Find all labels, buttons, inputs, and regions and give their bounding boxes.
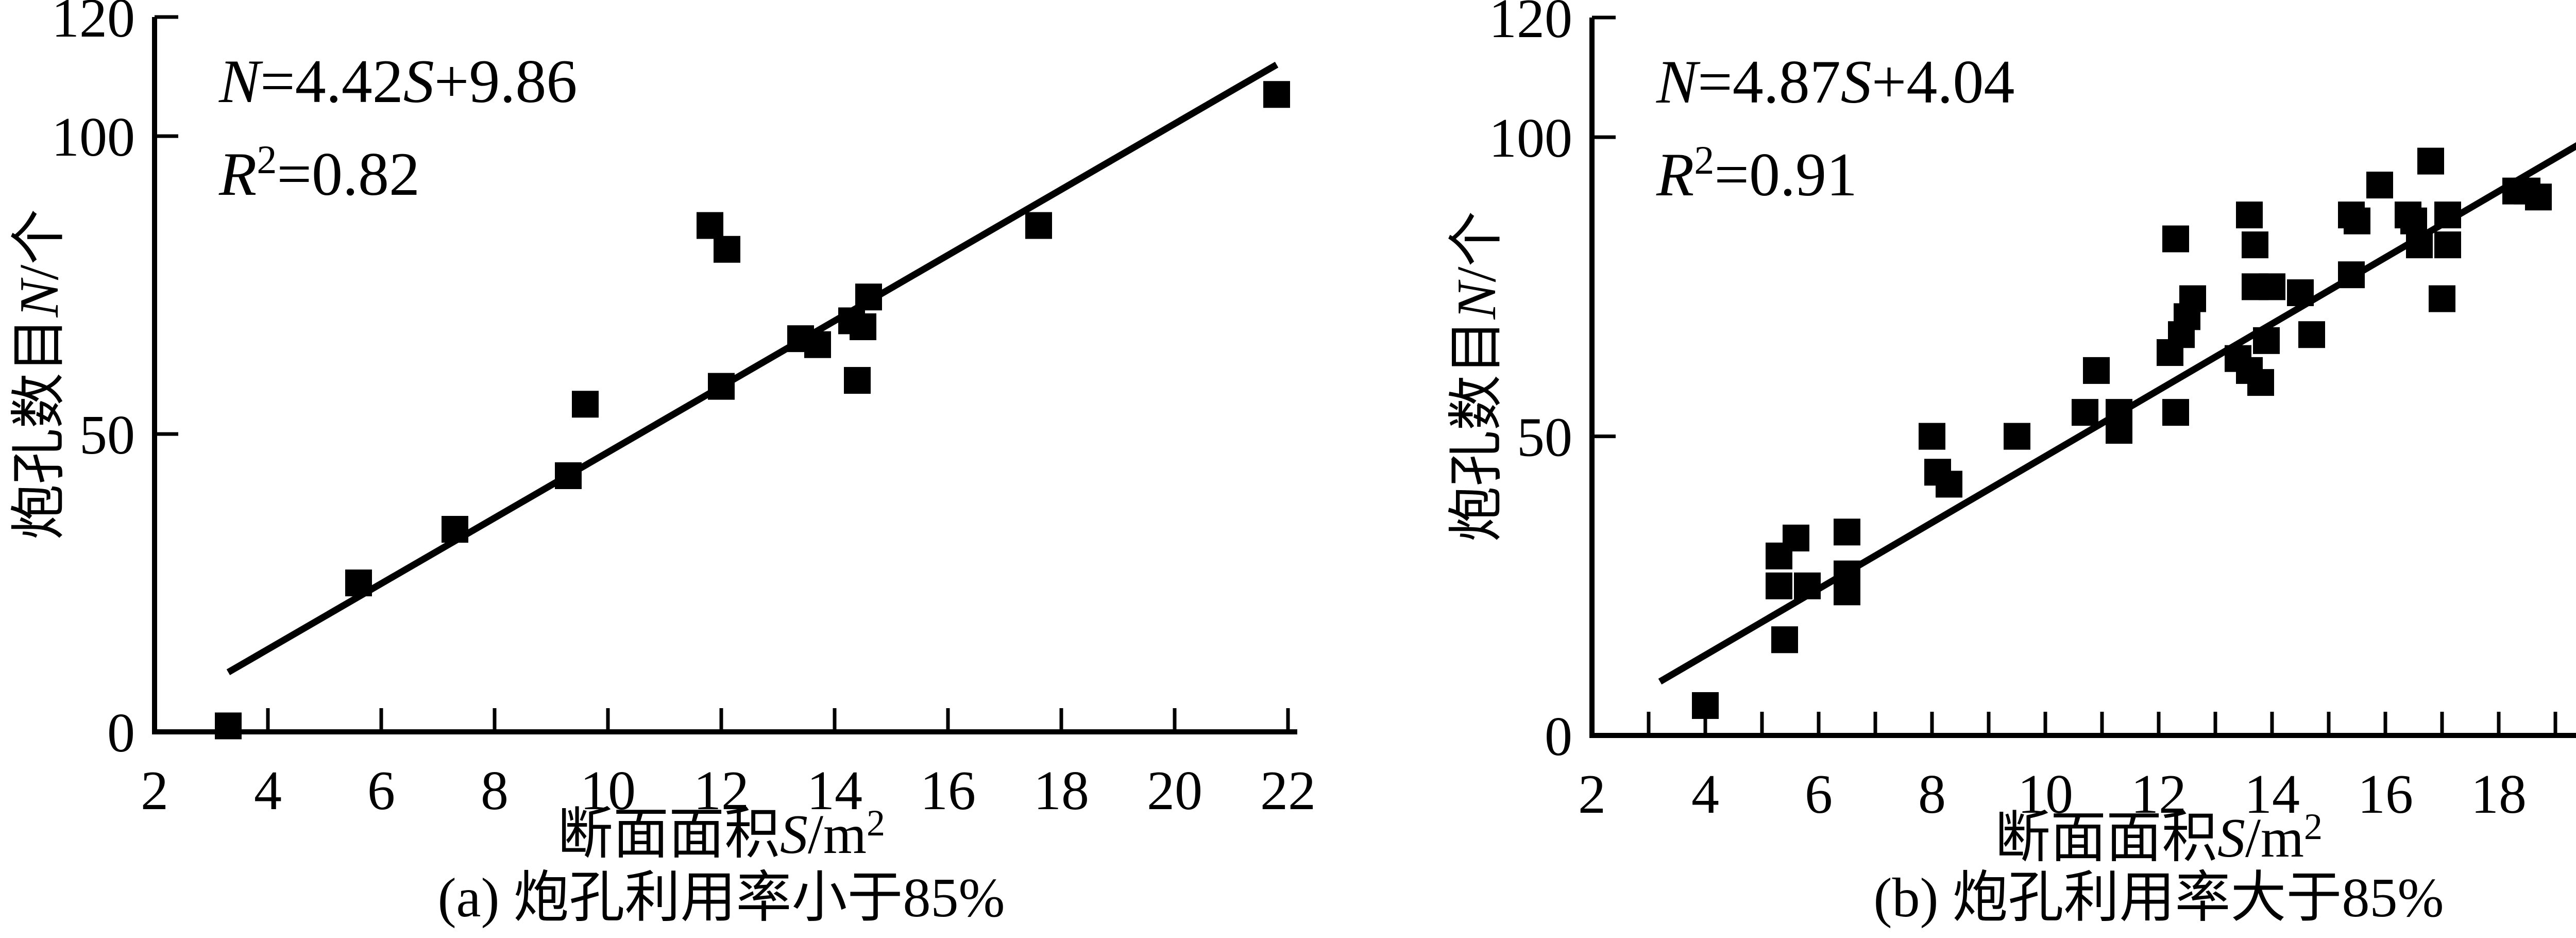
data-point: [1936, 471, 1962, 498]
equation-label: N=4.87S+4.04: [1656, 47, 2014, 116]
data-point: [844, 367, 871, 394]
equation-label: N=4.42S+9.86: [218, 47, 577, 115]
data-point: [2253, 327, 2280, 354]
data-point: [2247, 369, 2274, 396]
x-tick-label: 20: [1147, 760, 1202, 822]
data-point: [2162, 225, 2189, 253]
y-tick-label: 0: [107, 702, 135, 764]
x-tick-label: 2: [141, 760, 168, 822]
r-squared-label: R2=0.91: [1656, 138, 1857, 209]
data-point: [2083, 357, 2110, 384]
data-point: [2004, 423, 2030, 450]
data-point: [855, 283, 882, 311]
data-point: [2400, 207, 2427, 234]
data-point: [2417, 147, 2444, 175]
x-tick-label: 6: [367, 760, 395, 822]
data-point: [1771, 626, 1798, 654]
axis-title-y: 炮孔数目N/个: [1446, 211, 1507, 542]
data-point: [2236, 202, 2263, 229]
x-tick-label: 2: [1578, 764, 1606, 825]
axis-title-y: 炮孔数目N/个: [9, 209, 70, 540]
data-point: [1919, 423, 1945, 450]
data-point: [572, 391, 599, 418]
data-point: [2366, 172, 2393, 199]
x-tick-label: 10: [2018, 764, 2073, 825]
panel-b-caption: (b) 炮孔利用率大于85%: [1873, 867, 2444, 929]
data-point: [2179, 285, 2206, 312]
axes-lines: [1589, 18, 2576, 738]
data-point: [2429, 285, 2455, 312]
axis-title-x: 断面面积S/m2: [557, 802, 885, 865]
data-point: [2287, 279, 2314, 306]
panel-a: 2 4 6 8 10 12 14 16 18 20 22 0 50 100 120 断面面积S/m2 炮孔数目N…: [9, 0, 1316, 865]
data-point: [1692, 692, 1719, 719]
x-tick-label: 14: [2244, 764, 2300, 825]
data-point: [2338, 261, 2365, 289]
data-point: [1766, 572, 1792, 599]
r-squared-label: R2=0.82: [218, 137, 420, 208]
data-point: [555, 462, 582, 489]
data-point: [2406, 231, 2433, 259]
data-point: [215, 712, 242, 740]
data-point: [442, 516, 468, 543]
y-tick-label: 0: [1545, 706, 1572, 767]
data-point: [2106, 416, 2132, 444]
data-point: [804, 331, 831, 358]
panel-b: 246810121416182022050100120断面面积S/m2炮孔数目N…: [1446, 0, 2576, 869]
data-point: [2298, 321, 2325, 348]
data-point: [1783, 524, 1809, 551]
x-tick-label: 8: [1918, 764, 1946, 825]
data-point: [2434, 202, 2461, 229]
x-tick-label: 4: [254, 760, 282, 822]
data-point: [2525, 183, 2552, 211]
data-point: [2242, 231, 2268, 259]
data-point: [2344, 207, 2370, 234]
data-point: [1025, 212, 1052, 239]
data-point: [714, 236, 740, 263]
x-tick-label: 8: [481, 760, 509, 822]
data-point: [2434, 231, 2461, 259]
y-tick-label: 50: [1517, 407, 1572, 468]
data-point: [2162, 399, 2189, 426]
data-point: [1834, 578, 1860, 606]
y-tick-label: 100: [1489, 108, 1572, 169]
fit-line: [226, 61, 1279, 676]
x-tick-label: 4: [1691, 764, 1719, 825]
y-tick-label: 120: [52, 0, 135, 49]
x-tick-label: 12: [2131, 764, 2187, 825]
data-point: [697, 212, 723, 239]
data-point: [1834, 518, 1860, 546]
data-point: [1794, 572, 1821, 599]
x-tick-label: 16: [2358, 764, 2413, 825]
data-point: [708, 373, 735, 400]
y-tick-label: 120: [1489, 0, 1572, 49]
axis-title-x: 断面面积S/m2: [1995, 806, 2323, 869]
panel-a-caption: (a) 炮孔利用率小于85%: [437, 867, 1005, 929]
data-point: [345, 569, 372, 597]
y-tick-label: 100: [52, 107, 135, 168]
x-tick-label: 14: [807, 760, 862, 822]
x-tick-label: 10: [580, 760, 636, 822]
data-point: [2259, 273, 2285, 300]
x-tick-label: 16: [920, 760, 976, 822]
axes-lines: [152, 17, 1297, 734]
data-point: [1263, 81, 1290, 108]
x-tick-label: 12: [693, 760, 749, 822]
data-point: [2072, 399, 2098, 426]
x-tick-label: 18: [1033, 760, 1089, 822]
y-tick-label: 50: [79, 405, 135, 466]
x-tick-label: 18: [2471, 764, 2527, 825]
data-point: [850, 313, 876, 341]
x-tick-label: 6: [1805, 764, 1833, 825]
x-tick-label: 22: [1260, 760, 1316, 822]
